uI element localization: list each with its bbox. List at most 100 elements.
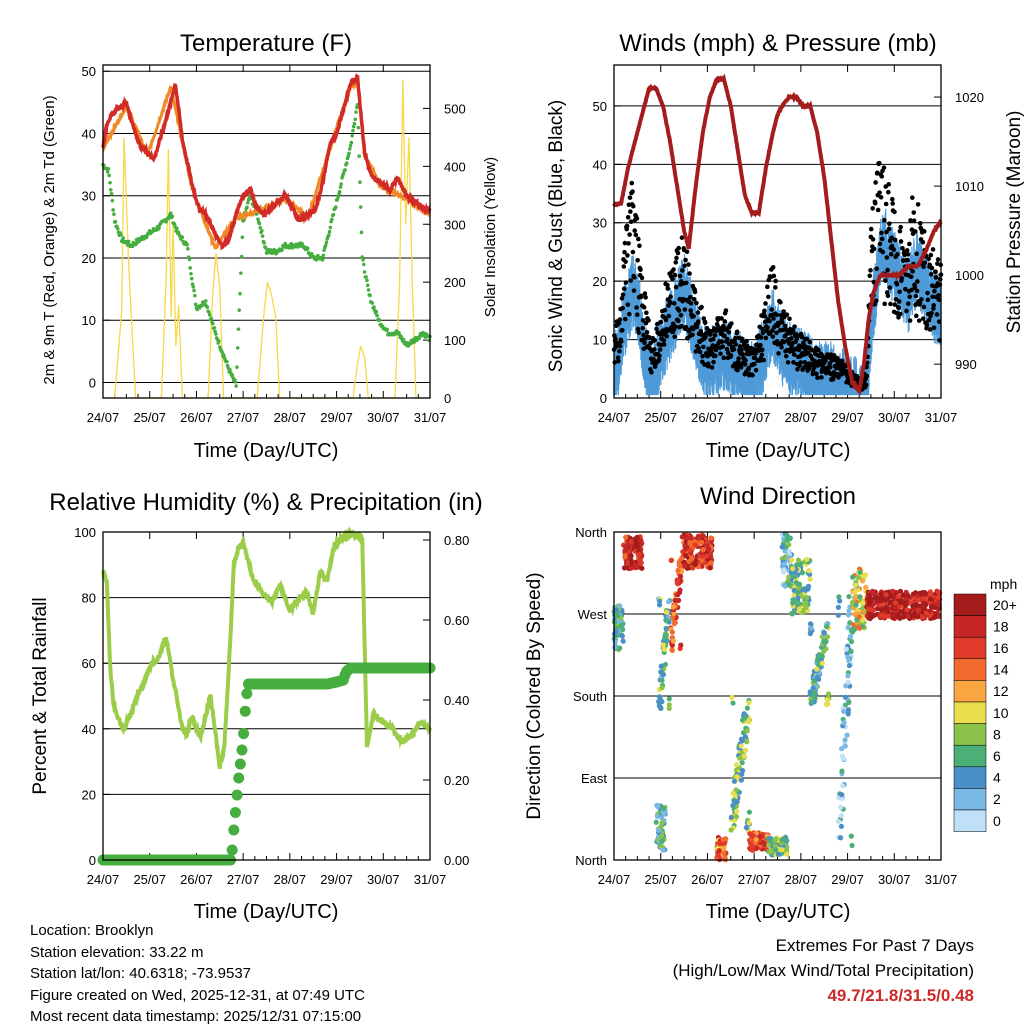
direction-point [775,851,781,857]
gust-point [615,355,621,360]
direction-points [611,531,943,863]
gust-point [632,275,637,280]
gust-point [720,344,725,349]
direction-point [639,565,645,571]
gust-point [729,321,734,326]
gust-point [678,312,684,318]
dewpoint-point [349,140,354,145]
gust-point [909,287,914,293]
gust-point [914,251,919,257]
direction-point [692,561,698,567]
precip-point [233,772,245,784]
dewpoint-point [348,143,353,148]
direction-point [654,802,660,809]
gust-point [635,326,641,332]
extremes-box: Extremes For Past 7 Days (High/Low/Max W… [673,933,974,1008]
x-tick-label: 31/07 [414,410,447,425]
direction-point [838,823,844,829]
gust-point [836,375,841,380]
direction-point [873,595,879,601]
gust-point [624,223,630,229]
x-tick-label: 29/07 [320,410,353,425]
direction-point [734,808,740,814]
direction-point [814,657,821,663]
dewpoint-point [341,171,346,176]
gust-point [901,258,906,263]
y-tick-label: West [578,607,608,622]
direction-point [855,624,861,630]
direction-point [632,562,638,568]
gust-point [744,338,749,344]
gust-point [687,271,692,276]
precip-point [228,824,240,836]
dewpoint-point [343,168,347,172]
gust-point [742,362,748,367]
colorbar-swatch [953,809,987,832]
direction-point [750,847,756,853]
y2-tick-label: 1010 [955,179,984,194]
gust-point [931,325,937,331]
gust-point [630,189,635,194]
direction-point [658,663,664,669]
y-tick-label: 20 [82,251,96,266]
y2-tick-label: 0.20 [444,773,469,788]
gust-point [625,253,630,258]
gust-point [691,313,696,319]
direction-point [895,593,901,600]
direction-point [717,841,723,847]
x-tick-label: 25/07 [133,410,166,425]
gust-point [725,336,730,342]
direction-point [716,848,722,854]
series-relative-humidity [101,526,432,769]
direction-point [683,552,689,558]
gust-point [673,324,678,330]
dewpoint-point [417,336,421,341]
series-dewpoint [101,103,432,388]
y-tick-label: 0 [600,391,607,406]
direction-point [773,843,779,849]
gust-point [792,324,797,329]
dewpoint-point [112,212,116,217]
gust-point [652,347,657,352]
rh-xlabel: Time (Day/UTC) [194,901,339,923]
direction-point [661,646,668,653]
direction-point [672,597,678,603]
direction-point [807,621,814,627]
gust-point [627,232,632,237]
gust-point [899,275,905,281]
direction-point [744,739,750,745]
direction-point [849,599,856,606]
gust-point [931,303,937,308]
dewpoint-point [352,121,357,126]
gust-point [641,305,647,310]
dewpoint-point [237,308,242,312]
dewpoint-point [245,205,249,210]
direction-point [869,588,876,594]
winds-pressure-panel: Winds (mph) & Pressure (mb) Time (Day/UT… [546,30,1024,462]
direction-point [846,662,853,669]
y2-tick-label: 200 [444,275,466,290]
gust-point [642,340,647,346]
gust-point [693,349,699,354]
direction-point [863,584,869,590]
gust-point [936,319,942,325]
direction-point [684,534,690,541]
direction-point [720,836,726,843]
gust-point [789,336,794,341]
gust-point [935,257,941,262]
gust-point [758,342,763,348]
gust-point [636,330,642,335]
gust-point [779,344,784,350]
gust-point [635,257,640,263]
gust-point [903,286,908,292]
direction-point [669,647,675,653]
gust-point [912,285,918,290]
y2-tick-label: 1000 [955,268,984,283]
dewpoint-point [235,365,239,370]
gust-point [807,339,813,345]
x-tick-label: 26/07 [691,872,724,887]
gust-point [871,246,877,252]
gust-point [896,299,902,304]
direction-point [795,595,801,601]
colorbar-level-label: 14 [993,662,1009,678]
